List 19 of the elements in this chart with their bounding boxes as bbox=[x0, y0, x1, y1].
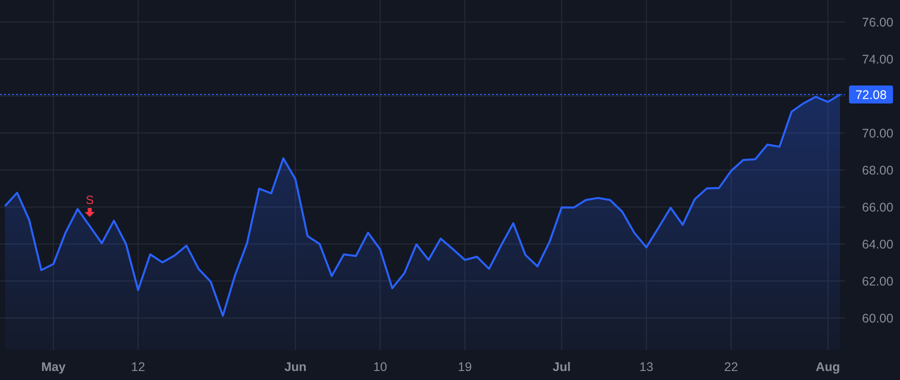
x-tick-label: Jun bbox=[284, 360, 307, 374]
y-tick-label: 70.00 bbox=[862, 126, 894, 141]
x-tick-label: Aug bbox=[816, 360, 840, 374]
y-tick-label: 62.00 bbox=[862, 274, 894, 288]
y-tick-label: 68.00 bbox=[862, 164, 894, 178]
y-tick-label: 76.00 bbox=[862, 16, 894, 30]
x-tick-label: Jul bbox=[552, 360, 571, 374]
annotation: S bbox=[86, 193, 94, 208]
x-tick-label: 22 bbox=[724, 360, 738, 374]
y-tick-label: 64.00 bbox=[862, 238, 894, 252]
y-tick-label: 66.00 bbox=[862, 200, 894, 215]
x-tick-label: 13 bbox=[639, 360, 654, 374]
ref-line-label: 72.08 bbox=[855, 88, 887, 102]
x-tick-label: May bbox=[41, 360, 66, 374]
x-tick-label: 10 bbox=[373, 360, 388, 374]
x-tick-label: 12 bbox=[131, 360, 146, 374]
x-tick-label: 19 bbox=[458, 360, 472, 374]
y-tick-label: 74.00 bbox=[862, 52, 894, 67]
y-tick-label: 60.00 bbox=[862, 311, 894, 326]
